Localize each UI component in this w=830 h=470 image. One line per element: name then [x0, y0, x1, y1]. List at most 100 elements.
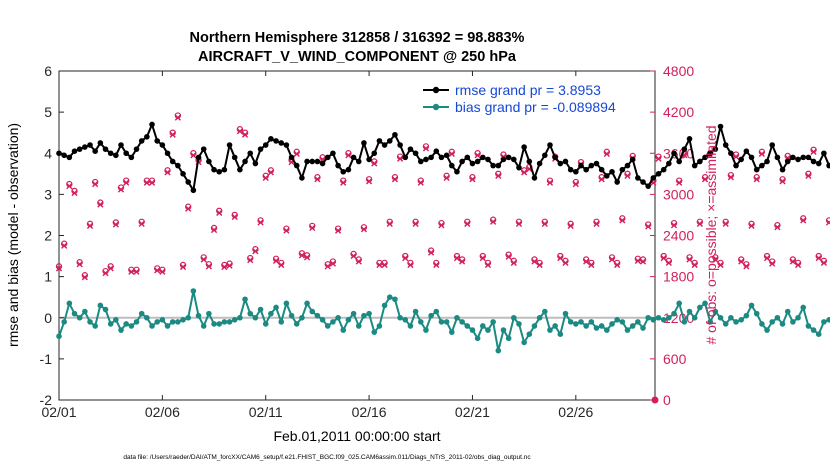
assimilated-obs-point	[278, 261, 285, 269]
rmse-point	[743, 148, 750, 154]
bias-point	[609, 321, 615, 327]
bias-point	[350, 310, 357, 317]
rmse-point	[144, 134, 150, 140]
rmse-point	[423, 156, 429, 163]
bias-point	[97, 302, 104, 309]
assimilated-obs-point	[185, 205, 192, 212]
assimilated-obs-point	[241, 131, 249, 138]
assimilated-obs-point	[495, 172, 502, 179]
rmse-point	[288, 154, 295, 161]
assimilated-obs-point	[397, 155, 404, 162]
rmse-point	[371, 150, 378, 157]
bias-point	[175, 319, 181, 325]
assimilated-obs-point	[722, 220, 729, 227]
bias-series	[56, 288, 830, 354]
bias-point	[257, 306, 264, 313]
rmse-point	[536, 160, 543, 167]
bias-point	[226, 319, 233, 325]
bias-point	[180, 317, 186, 323]
assimilated-obs-point	[252, 248, 259, 255]
assimilated-obs-point	[81, 274, 88, 281]
bias-point	[118, 327, 124, 333]
bias-point	[138, 310, 145, 317]
rmse-point	[61, 152, 67, 159]
right-y-tick-label: 4200	[663, 104, 694, 120]
right-y-tick-label: 2400	[663, 228, 694, 244]
rmse-point	[221, 166, 228, 173]
bias-point	[190, 288, 197, 294]
rmse-point	[795, 156, 801, 163]
bias-point	[583, 323, 589, 329]
bias-point	[650, 317, 657, 323]
rmse-point	[640, 179, 646, 185]
bias-point	[691, 314, 698, 321]
rmse-point	[469, 160, 476, 167]
rmse-point	[330, 150, 336, 157]
plot-area: 02/01 02/06 02/11 02/16 02/21 02/26 -2 -1 0 1 2 3 4…	[40, 63, 830, 420]
rmse-point	[412, 150, 419, 157]
assimilated-obs-point	[298, 252, 306, 259]
assimilated-obs-point	[433, 261, 440, 269]
assimilated-obs-point	[247, 257, 254, 264]
rmse-point	[557, 160, 564, 167]
rmse-point	[345, 166, 352, 173]
bias-point	[593, 325, 600, 331]
left-y-tick-label: 4	[44, 145, 52, 161]
bias-point	[660, 317, 667, 323]
rmse-point	[376, 138, 383, 144]
assimilated-obs-point	[200, 256, 207, 263]
assimilated-obs-point	[810, 148, 817, 155]
assimilated-obs-point	[329, 260, 337, 267]
bias-point	[629, 323, 636, 329]
assimilated-obs-point	[660, 255, 667, 262]
bias-point	[821, 319, 827, 325]
bias-point	[645, 314, 651, 321]
bias-point	[614, 317, 620, 323]
bias-point	[293, 321, 300, 327]
assimilated-obs-point	[164, 169, 171, 176]
assimilated-obs-point	[92, 180, 99, 188]
bias-point	[169, 319, 176, 325]
bias-point	[542, 308, 548, 315]
assimilated-obs-series	[55, 114, 830, 281]
assimilated-obs-point	[128, 268, 135, 275]
assimilated-obs-point	[123, 179, 130, 186]
bias-point	[774, 314, 781, 321]
assimilated-obs-point	[314, 176, 321, 183]
x-tick-label: 02/11	[249, 404, 283, 420]
rmse-point	[531, 175, 538, 181]
rmse-point	[56, 150, 62, 157]
bias-point	[784, 308, 791, 315]
rmse-point	[686, 136, 693, 142]
assimilated-obs-point	[61, 242, 68, 249]
bias-point	[412, 308, 419, 315]
assimilated-obs-point	[608, 256, 616, 263]
assimilated-obs-point	[226, 262, 233, 269]
assimilated-obs-point	[800, 217, 807, 224]
assimilated-obs-point	[567, 222, 574, 229]
assimilated-obs-point	[531, 258, 538, 265]
assimilated-obs-point	[216, 209, 223, 216]
assimilated-obs-point	[236, 128, 243, 135]
assimilated-obs-point	[66, 183, 73, 190]
rmse-point	[386, 138, 393, 144]
assimilated-obs-point	[365, 178, 373, 185]
rmse-point	[562, 158, 569, 165]
rmse-point	[500, 156, 507, 163]
rmse-point	[821, 150, 827, 157]
rmse-point	[133, 146, 140, 152]
assimilated-obs-point	[257, 219, 264, 226]
rmse-point	[314, 158, 321, 165]
bias-point	[454, 314, 460, 321]
bias-point	[262, 321, 269, 327]
bias-point	[252, 314, 259, 321]
assimilated-obs-point	[717, 261, 724, 269]
assimilated-obs-point	[267, 169, 274, 176]
assimilated-obs-point	[510, 259, 517, 267]
rmse-point	[774, 154, 781, 161]
bias-point	[805, 323, 812, 329]
rmse-point	[542, 152, 548, 159]
assimilated-obs-point	[515, 220, 523, 227]
rmse-point	[619, 166, 626, 173]
